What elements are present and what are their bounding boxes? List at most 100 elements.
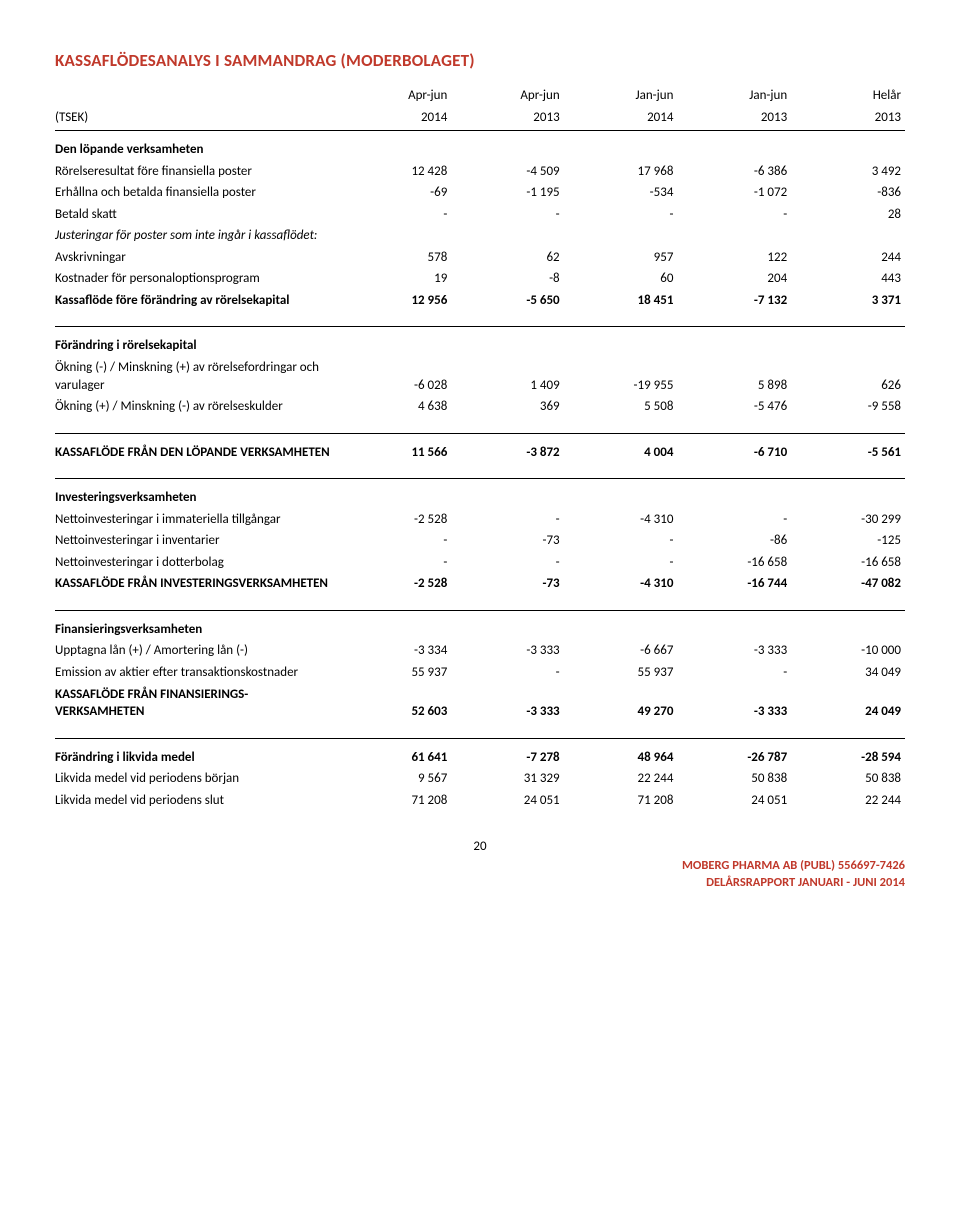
row-label: Likvida medel vid periodens slut: [55, 790, 339, 812]
cell-value: -10 000: [791, 640, 905, 662]
row-label: Erhållna och betalda finansiella poster: [55, 182, 339, 204]
table-row: Förändring i likvida medel61 641-7 27848…: [55, 738, 905, 768]
cell-value: -73: [451, 530, 563, 552]
cell-value: [451, 610, 563, 640]
cell-value: [339, 225, 451, 247]
cell-value: -1 072: [677, 182, 791, 204]
row-label: Finansieringsverksamheten: [55, 610, 339, 640]
cell-value: 1 409: [451, 357, 563, 396]
cell-value: -69: [339, 182, 451, 204]
row-label: KASSAFLÖDE FRÅN DEN LÖPANDE VERKSAMHETEN: [55, 433, 339, 463]
cell-value: [791, 131, 905, 161]
cell-value: -3 334: [339, 640, 451, 662]
cell-value: [677, 610, 791, 640]
cell-value: -16 658: [677, 552, 791, 574]
cell-value: -6 386: [677, 161, 791, 183]
cell-value: -7 278: [451, 738, 563, 768]
cell-value: 24 049: [791, 684, 905, 723]
row-label: KASSAFLÖDE FRÅN INVESTERINGSVERKSAMHETEN: [55, 573, 339, 595]
cell-value: -: [677, 204, 791, 226]
cell-value: -5 650: [451, 290, 563, 312]
cell-value: -836: [791, 182, 905, 204]
cell-value: 443: [791, 268, 905, 290]
cell-value: 12 956: [339, 290, 451, 312]
cell-value: -: [564, 204, 678, 226]
table-row: Justeringar för poster som inte ingår i …: [55, 225, 905, 247]
cell-value: -4 310: [564, 509, 678, 531]
row-label: Upptagna lån (+) / Amortering lån (-): [55, 640, 339, 662]
cell-value: -1 195: [451, 182, 563, 204]
col-header: 2014: [564, 107, 678, 131]
cell-value: 55 937: [564, 662, 678, 684]
cell-value: 369: [451, 396, 563, 418]
cell-value: [791, 479, 905, 509]
footer-line2: DELÅRSRAPPORT JANUARI - JUNI 2014: [55, 875, 905, 891]
cell-value: 957: [564, 247, 678, 269]
table-row: Ökning (-) / Minskning (+) av rörelsefor…: [55, 357, 905, 396]
cell-value: -: [339, 204, 451, 226]
cell-value: -534: [564, 182, 678, 204]
col-header: 2013: [677, 107, 791, 131]
cell-value: 244: [791, 247, 905, 269]
cell-value: 3 492: [791, 161, 905, 183]
row-label: Investeringsverksamheten: [55, 479, 339, 509]
cell-value: -30 299: [791, 509, 905, 531]
cell-value: -9 558: [791, 396, 905, 418]
cell-value: 18 451: [564, 290, 678, 312]
cell-value: [791, 327, 905, 357]
row-label: Kostnader för personaloptionsprogram: [55, 268, 339, 290]
cell-value: -6 028: [339, 357, 451, 396]
cell-value: -: [451, 662, 563, 684]
row-label: Förändring i likvida medel: [55, 738, 339, 768]
cell-value: 60: [564, 268, 678, 290]
table-row: Nettoinvesteringar i immateriella tillgå…: [55, 509, 905, 531]
col-header: Apr-jun: [451, 85, 563, 107]
cell-value: -2 528: [339, 509, 451, 531]
table-row: Betald skatt----28: [55, 204, 905, 226]
cell-value: [677, 131, 791, 161]
cell-value: 19: [339, 268, 451, 290]
cell-value: 24 051: [451, 790, 563, 812]
cell-value: -: [564, 552, 678, 574]
col-header: 2013: [791, 107, 905, 131]
cell-value: -: [339, 530, 451, 552]
footer-company: MOBERG PHARMA AB (PUBL) 556697-7426 DELÅ…: [55, 858, 905, 891]
cell-value: 4 638: [339, 396, 451, 418]
cell-value: 61 641: [339, 738, 451, 768]
cell-value: -5 476: [677, 396, 791, 418]
table-row: Erhållna och betalda finansiella poster-…: [55, 182, 905, 204]
table-row: Upptagna lån (+) / Amortering lån (-)-3 …: [55, 640, 905, 662]
cell-value: 24 051: [677, 790, 791, 812]
table-row: KASSAFLÖDE FRÅN INVESTERINGSVERKSAMHETEN…: [55, 573, 905, 595]
cell-value: -: [339, 552, 451, 574]
table-row: Ökning (+) / Minskning (-) av rörelsesku…: [55, 396, 905, 418]
cell-value: [451, 327, 563, 357]
cell-value: 9 567: [339, 768, 451, 790]
table-row: Finansieringsverksamheten: [55, 610, 905, 640]
cell-value: 50 838: [677, 768, 791, 790]
row-label: Avskrivningar: [55, 247, 339, 269]
cell-value: [564, 131, 678, 161]
page-title: KASSAFLÖDESANALYS I SAMMANDRAG (MODERBOL…: [55, 50, 905, 71]
cell-value: -: [564, 530, 678, 552]
row-label: KASSAFLÖDE FRÅN FINANSIERINGS-VERKSAMHET…: [55, 684, 339, 723]
row-label: Rörelseresultat före finansiella poster: [55, 161, 339, 183]
cell-value: 22 244: [564, 768, 678, 790]
cell-value: -: [451, 552, 563, 574]
cell-value: -6 667: [564, 640, 678, 662]
row-label: Den löpande verksamheten: [55, 131, 339, 161]
col-header: Helår: [791, 85, 905, 107]
col-header: Apr-jun: [339, 85, 451, 107]
cell-value: -: [451, 509, 563, 531]
footer-line1: MOBERG PHARMA AB (PUBL) 556697-7426: [55, 858, 905, 874]
cell-value: [451, 479, 563, 509]
row-header-label: (TSEK): [55, 107, 339, 131]
cell-value: 22 244: [791, 790, 905, 812]
cell-value: -3 333: [677, 684, 791, 723]
cell-value: -47 082: [791, 573, 905, 595]
table-row: Rörelseresultat före finansiella poster1…: [55, 161, 905, 183]
col-header: Jan-jun: [677, 85, 791, 107]
row-label: Ökning (+) / Minskning (-) av rörelsesku…: [55, 396, 339, 418]
cell-value: -125: [791, 530, 905, 552]
row-label: Nettoinvesteringar i immateriella tillgå…: [55, 509, 339, 531]
